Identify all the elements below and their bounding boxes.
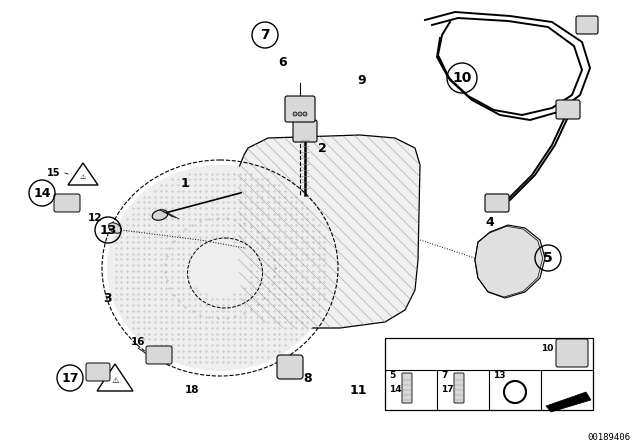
Text: 14: 14 <box>33 186 51 199</box>
FancyBboxPatch shape <box>146 346 172 364</box>
Circle shape <box>303 112 307 116</box>
Text: ⚠: ⚠ <box>80 174 86 180</box>
Text: 5: 5 <box>543 251 553 265</box>
Text: 6: 6 <box>278 56 287 69</box>
Text: 2: 2 <box>317 142 326 155</box>
Text: 10: 10 <box>541 344 553 353</box>
Circle shape <box>298 112 302 116</box>
FancyBboxPatch shape <box>385 338 593 410</box>
FancyBboxPatch shape <box>576 16 598 34</box>
Text: 8: 8 <box>304 371 312 384</box>
Polygon shape <box>546 392 591 412</box>
Text: 10: 10 <box>452 71 472 85</box>
Text: 13: 13 <box>99 224 116 237</box>
Ellipse shape <box>109 223 122 233</box>
Text: 4: 4 <box>486 215 494 228</box>
FancyBboxPatch shape <box>293 120 317 142</box>
Text: 14: 14 <box>389 385 402 394</box>
FancyBboxPatch shape <box>485 194 509 212</box>
Text: 18: 18 <box>185 385 199 395</box>
FancyBboxPatch shape <box>54 194 80 212</box>
Ellipse shape <box>152 210 168 220</box>
Circle shape <box>293 112 297 116</box>
Polygon shape <box>68 163 98 185</box>
Text: 12: 12 <box>88 213 102 223</box>
Ellipse shape <box>107 165 333 371</box>
Text: 3: 3 <box>104 292 112 305</box>
Text: 9: 9 <box>358 73 366 86</box>
FancyBboxPatch shape <box>86 363 110 381</box>
Text: 5: 5 <box>389 371 396 380</box>
Text: 7: 7 <box>441 371 447 380</box>
Text: ⚠: ⚠ <box>111 375 119 384</box>
Text: 17: 17 <box>61 371 79 384</box>
Text: 11: 11 <box>349 383 367 396</box>
FancyBboxPatch shape <box>402 373 412 403</box>
Polygon shape <box>475 225 545 298</box>
FancyBboxPatch shape <box>285 96 315 122</box>
Text: 17: 17 <box>441 385 454 394</box>
Text: 7: 7 <box>260 28 270 42</box>
FancyBboxPatch shape <box>454 373 464 403</box>
Text: 16: 16 <box>131 337 145 347</box>
Polygon shape <box>238 135 420 328</box>
Polygon shape <box>97 364 133 391</box>
Text: 00189406: 00189406 <box>587 433 630 442</box>
FancyBboxPatch shape <box>556 339 588 367</box>
Text: 1: 1 <box>180 177 189 190</box>
FancyBboxPatch shape <box>556 100 580 119</box>
Text: 13: 13 <box>493 371 506 380</box>
FancyBboxPatch shape <box>277 355 303 379</box>
Text: 15: 15 <box>47 168 60 178</box>
